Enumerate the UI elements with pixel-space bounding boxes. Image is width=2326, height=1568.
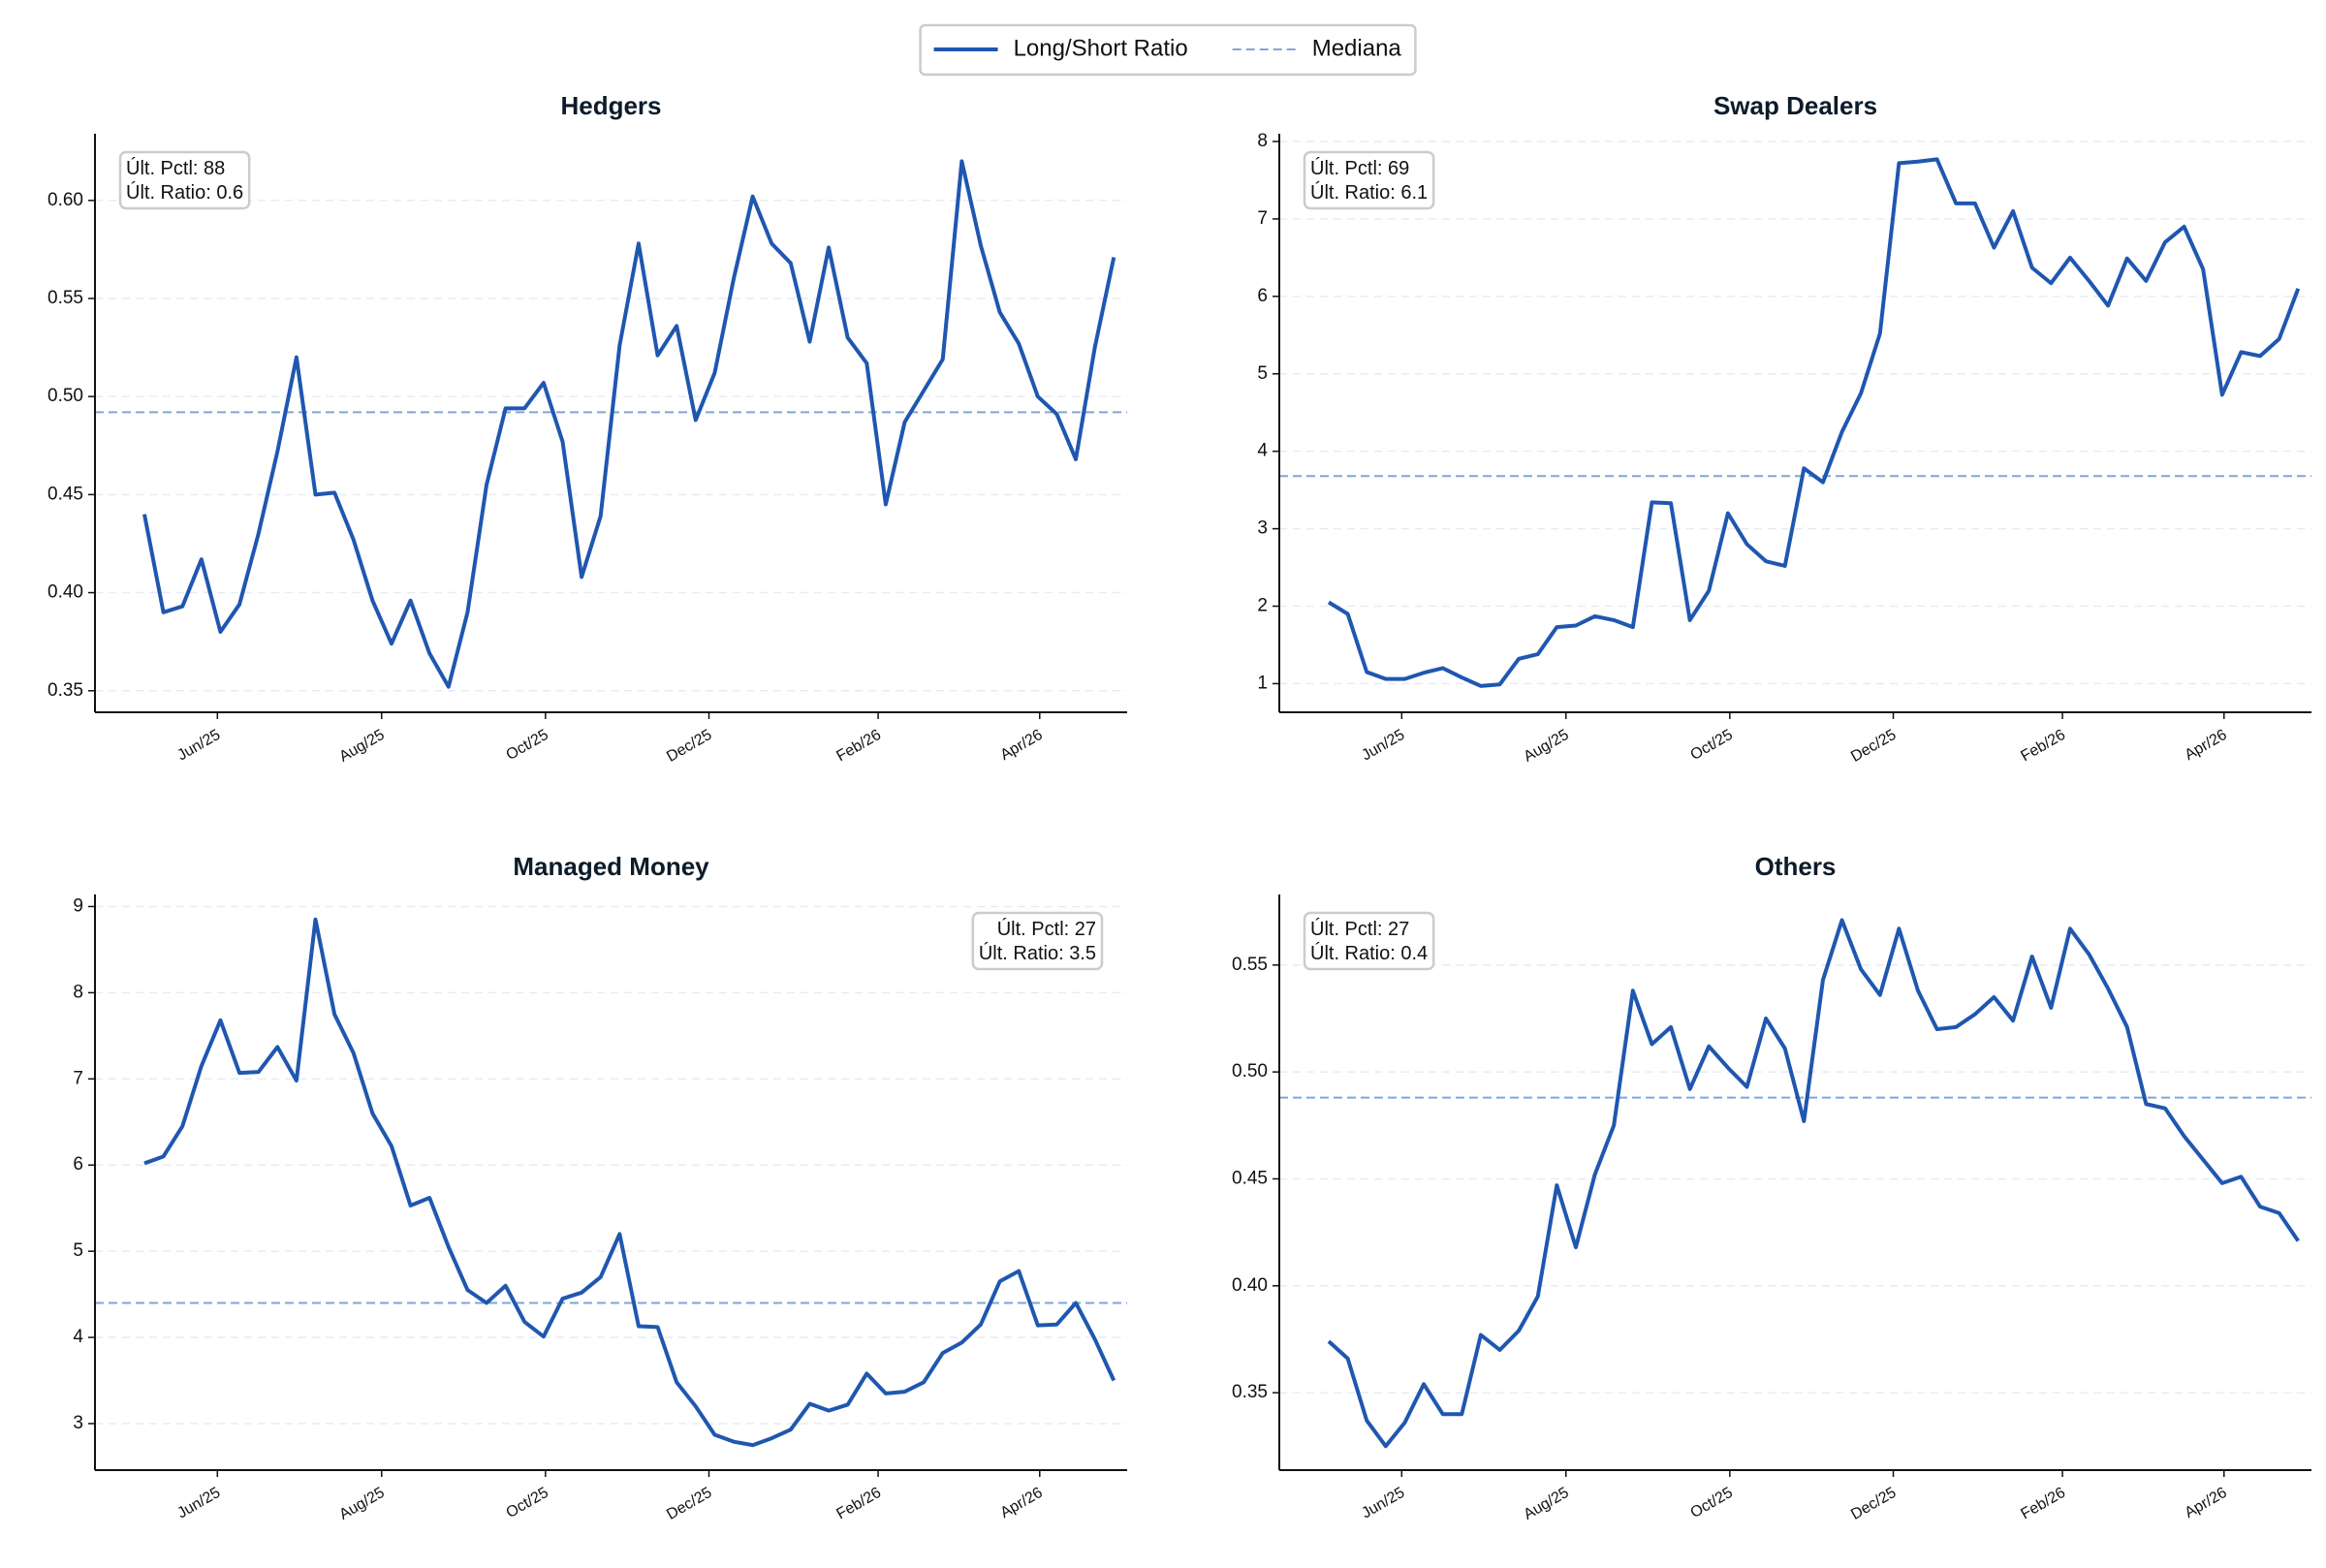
annotation-box <box>1303 150 1435 210</box>
y-tick-label: 0.45 <box>1232 1168 1268 1188</box>
x-tick-label: Jun/25 <box>1359 727 1407 765</box>
ratio-line <box>1327 918 2300 1449</box>
y-tick-label: 6 <box>73 1154 83 1175</box>
y-tick-label: 0.50 <box>1232 1061 1268 1082</box>
y-tick-label: 4 <box>1257 441 1268 461</box>
x-tick-label: Oct/25 <box>504 727 551 764</box>
y-tick-label: 0.50 <box>47 386 83 406</box>
annotation-box <box>118 150 251 210</box>
x-tick-label: Apr/26 <box>997 727 1045 764</box>
y-tick-label: 0.55 <box>47 288 83 308</box>
subplot-title: Others <box>1755 852 1837 881</box>
y-tick-label: 5 <box>73 1240 83 1261</box>
x-tick-label: Dec/25 <box>1848 1485 1899 1523</box>
subplot-title: Hedgers <box>560 91 661 120</box>
y-tick-label: 0.60 <box>47 190 83 210</box>
x-tick-label: Aug/25 <box>336 1485 388 1523</box>
x-tick-label: Feb/26 <box>833 1485 884 1523</box>
y-tick-label: 0.40 <box>47 582 83 603</box>
y-tick-label: 9 <box>73 895 83 916</box>
x-tick-label: Aug/25 <box>1521 727 1572 766</box>
y-tick-label: 7 <box>73 1068 83 1088</box>
annotation-text: Últ. Pctl: 27 <box>997 918 1096 940</box>
y-tick-label: 5 <box>1257 363 1268 384</box>
x-tick-label: Jun/25 <box>174 1485 223 1522</box>
y-tick-label: 0.45 <box>47 484 83 504</box>
x-tick-label: Dec/25 <box>1848 727 1899 766</box>
annotation-text: Últ. Ratio: 0.6 <box>126 181 243 204</box>
annotation-box <box>1303 911 1435 971</box>
annotation-box <box>971 911 1104 971</box>
subplot-title: Swap Dealers <box>1713 91 1877 120</box>
x-tick-label: Apr/26 <box>997 1485 1045 1521</box>
y-tick-label: 0.35 <box>1232 1382 1268 1402</box>
annotation-text: Últ. Ratio: 3.5 <box>979 942 1096 964</box>
y-tick-label: 4 <box>73 1327 83 1347</box>
y-tick-label: 6 <box>1257 286 1268 306</box>
y-tick-label: 0.40 <box>1232 1275 1268 1296</box>
ratio-line <box>143 917 1116 1448</box>
y-tick-label: 8 <box>73 982 83 1002</box>
x-tick-label: Feb/26 <box>833 727 884 766</box>
x-tick-label: Aug/25 <box>336 727 388 766</box>
ratio-line <box>142 159 1116 689</box>
x-tick-label: Jun/25 <box>174 727 223 765</box>
y-tick-label: 3 <box>73 1413 83 1433</box>
y-tick-label: 0.55 <box>1232 955 1268 975</box>
x-tick-label: Aug/25 <box>1521 1485 1572 1523</box>
x-tick-label: Dec/25 <box>664 727 714 766</box>
x-tick-label: Oct/25 <box>1688 727 1736 764</box>
annotation-text: Últ. Pctl: 27 <box>1310 918 1409 940</box>
annotation-text: Últ. Pctl: 69 <box>1310 157 1409 179</box>
x-tick-label: Apr/26 <box>2182 727 2229 764</box>
y-tick-label: 7 <box>1257 208 1268 229</box>
x-tick-label: Feb/26 <box>2018 727 2068 766</box>
legend-label: Mediana <box>1312 35 1402 61</box>
y-tick-label: 2 <box>1257 596 1268 616</box>
y-tick-label: 1 <box>1257 673 1268 693</box>
annotation-text: Últ. Ratio: 6.1 <box>1310 181 1428 204</box>
annotation-text: Últ. Ratio: 0.4 <box>1310 942 1428 964</box>
x-tick-label: Dec/25 <box>664 1485 714 1523</box>
legend: Long/Short Ratio Mediana <box>919 23 1417 77</box>
y-tick-label: 3 <box>1257 518 1268 539</box>
y-tick-label: 8 <box>1257 131 1268 151</box>
ratio-line <box>1327 157 2301 688</box>
x-tick-label: Feb/26 <box>2018 1485 2068 1523</box>
legend-box <box>919 23 1417 77</box>
x-tick-label: Jun/25 <box>1359 1485 1407 1522</box>
annotation-text: Últ. Pctl: 88 <box>126 157 225 179</box>
x-tick-label: Oct/25 <box>1688 1485 1736 1521</box>
legend-label: Long/Short Ratio <box>1014 35 1188 61</box>
subplot-title: Managed Money <box>513 852 709 881</box>
x-tick-label: Apr/26 <box>2182 1485 2229 1521</box>
y-tick-label: 0.35 <box>47 680 83 701</box>
x-tick-label: Oct/25 <box>504 1485 551 1521</box>
